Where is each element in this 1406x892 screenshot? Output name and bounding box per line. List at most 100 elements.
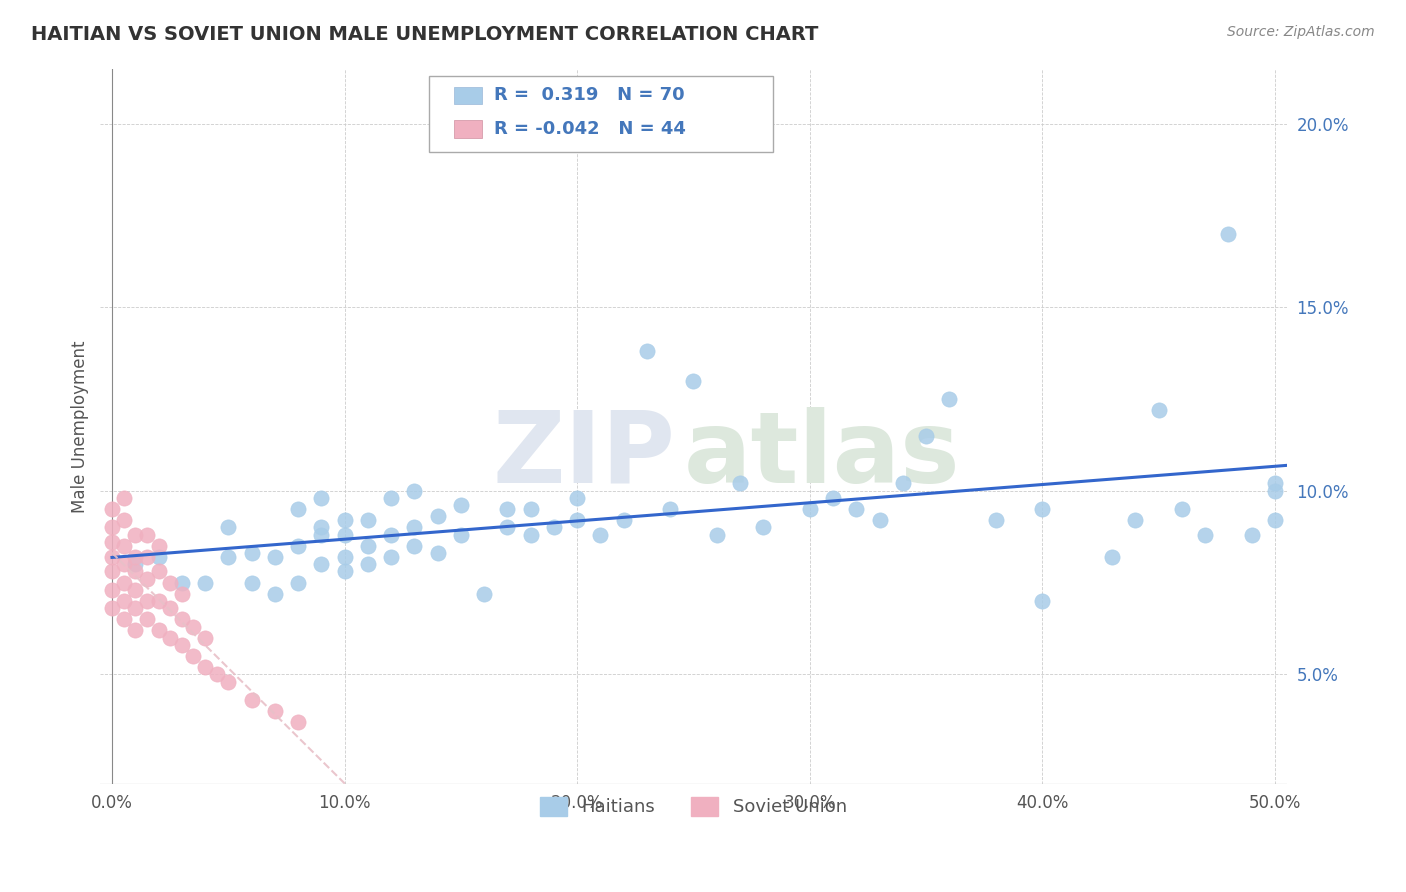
Point [170,612,193,626]
Point [159,601,181,615]
Point [263,586,285,600]
Point [404,483,426,498]
Point [682,374,704,388]
Point [915,428,938,442]
Point [240,546,263,560]
Point [135,594,157,608]
Point [101,565,124,579]
Point [938,392,960,406]
Point [450,528,472,542]
Point [159,575,181,590]
Point [1194,528,1216,542]
Point [112,557,135,571]
Point [799,502,821,516]
Point [891,476,914,491]
Point [1218,227,1240,241]
Point [567,513,589,527]
Point [1264,483,1286,498]
Point [1101,549,1123,564]
Point [519,528,541,542]
Point [112,539,135,553]
Point [287,502,309,516]
Point [426,509,449,524]
Point [101,582,124,597]
Point [217,520,239,534]
Point [380,549,402,564]
Point [287,539,309,553]
Point [112,594,135,608]
Point [101,502,124,516]
Point [1264,476,1286,491]
Point [380,528,402,542]
Point [1147,403,1170,417]
Point [148,549,170,564]
Point [567,491,589,505]
Point [496,502,519,516]
Text: R =  0.319   N = 70: R = 0.319 N = 70 [494,87,685,104]
Point [311,520,333,534]
Point [135,549,157,564]
Point [357,539,380,553]
Point [170,575,193,590]
Point [205,667,228,681]
Point [194,575,217,590]
Point [659,502,682,516]
Point [101,601,124,615]
Point [124,549,146,564]
Point [101,520,124,534]
Point [183,648,205,663]
Point [194,631,217,645]
Point [845,502,868,516]
Point [543,520,565,534]
Point [1264,513,1286,527]
Point [311,491,333,505]
Point [170,638,193,652]
Point [170,586,193,600]
Point [217,674,239,689]
Legend: Haitians, Soviet Union: Haitians, Soviet Union [531,789,856,825]
Point [450,499,472,513]
Text: R = -0.042   N = 44: R = -0.042 N = 44 [494,120,685,138]
Text: atlas: atlas [683,407,960,504]
Point [124,565,146,579]
Point [135,572,157,586]
Point [1031,594,1053,608]
Point [752,520,775,534]
Point [135,528,157,542]
Point [706,528,728,542]
Point [112,575,135,590]
Point [380,491,402,505]
Point [311,528,333,542]
Point [1031,502,1053,516]
Point [124,601,146,615]
Point [821,491,844,505]
Point [112,491,135,505]
Text: Source: ZipAtlas.com: Source: ZipAtlas.com [1227,25,1375,39]
Point [159,631,181,645]
Point [124,528,146,542]
Point [183,619,205,633]
Point [333,565,356,579]
Point [869,513,891,527]
Point [357,557,380,571]
Point [135,612,157,626]
Point [101,549,124,564]
Point [589,528,612,542]
Point [148,594,170,608]
Point [472,586,495,600]
Point [240,575,263,590]
Point [101,535,124,549]
Point [217,549,239,564]
Point [426,546,449,560]
Point [112,612,135,626]
Point [148,624,170,638]
Point [240,693,263,707]
Point [287,575,309,590]
Point [728,476,751,491]
Point [613,513,636,527]
Point [194,660,217,674]
Point [333,528,356,542]
Point [1171,502,1194,516]
Text: HAITIAN VS SOVIET UNION MALE UNEMPLOYMENT CORRELATION CHART: HAITIAN VS SOVIET UNION MALE UNEMPLOYMEN… [31,25,818,44]
Point [148,565,170,579]
